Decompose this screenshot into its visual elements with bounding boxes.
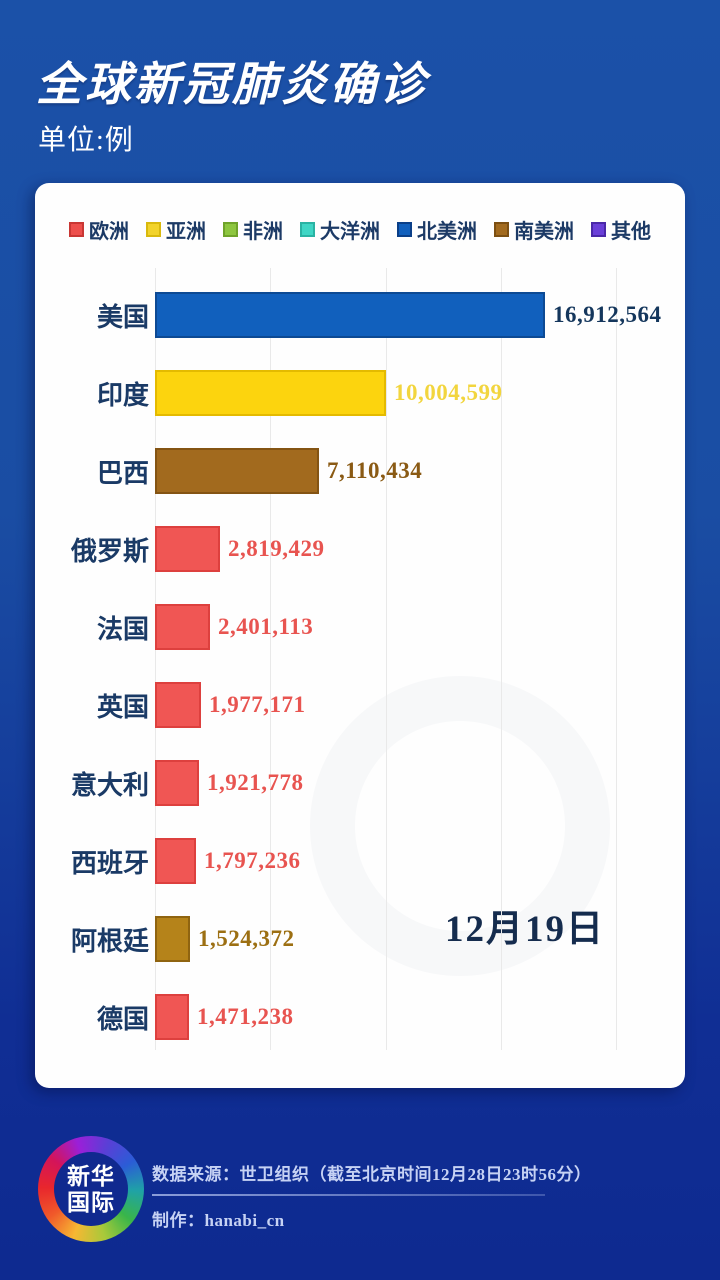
legend-item: 大洋洲 — [300, 215, 380, 244]
country-label: 印度 — [96, 380, 149, 410]
bar-area: 2,819,429 — [155, 526, 660, 572]
country-label: 阿根廷 — [70, 926, 149, 956]
logo-line-2: 国际 — [67, 1189, 115, 1215]
credit-text: 制作：hanabi_cn — [152, 1211, 285, 1230]
legend-item: 北美洲 — [397, 215, 477, 244]
bar — [155, 526, 220, 572]
legend-swatch-icon — [69, 221, 84, 237]
bar-value-label: 1,797,236 — [204, 848, 301, 873]
country-label: 巴西 — [96, 458, 149, 488]
bar — [155, 682, 201, 728]
legend-item-label: 大洋洲 — [320, 220, 380, 243]
gridline — [155, 268, 156, 1050]
xinhua-logo-text: 新华 国际 — [54, 1152, 128, 1226]
page-title: 全球新冠肺炎确诊 — [36, 58, 428, 110]
bar-chart: 12月19日 美国 16,912,564 印度 10,004,599 巴西 7,… — [60, 268, 662, 1056]
bar-row: 西班牙 1,797,236 — [60, 822, 660, 900]
bar-row: 印度 10,004,599 — [60, 354, 660, 432]
legend-item: 南美洲 — [494, 215, 574, 244]
bar-value-label: 7,110,434 — [327, 458, 423, 483]
bar — [155, 994, 189, 1040]
legend-item: 非洲 — [223, 215, 283, 244]
bar-value-label: 1,921,778 — [207, 770, 304, 795]
xinhua-logo-icon: 新华 国际 — [38, 1136, 144, 1242]
bar — [155, 370, 386, 416]
legend-swatch-icon — [146, 221, 161, 237]
unit-label: 单位:例 — [38, 125, 134, 156]
bar-value-label: 1,977,171 — [209, 692, 306, 717]
legend-item-label: 北美洲 — [417, 220, 477, 243]
bar-area: 1,977,171 — [155, 682, 660, 728]
bar-row: 德国 1,471,238 — [60, 978, 660, 1056]
legend-swatch-icon — [494, 221, 509, 237]
legend-item-label: 亚洲 — [166, 220, 206, 243]
country-label: 西班牙 — [70, 848, 149, 878]
data-source-text: 数据来源：世卫组织（截至北京时间12月28日23时56分） — [152, 1165, 592, 1184]
legend-swatch-icon — [397, 221, 412, 237]
country-label: 美国 — [96, 302, 149, 332]
footer-divider — [152, 1194, 545, 1196]
gridline — [501, 268, 502, 1050]
legend-item-label: 欧洲 — [89, 220, 129, 243]
bar-area: 16,912,564 — [155, 292, 662, 338]
legend-swatch-icon — [223, 221, 238, 237]
bar — [155, 916, 190, 962]
bar-area: 10,004,599 — [155, 370, 660, 416]
bar-area: 2,401,113 — [155, 604, 660, 650]
bar-value-label: 1,471,238 — [197, 1004, 294, 1029]
bar-row: 英国 1,977,171 — [60, 666, 660, 744]
chart-card: 欧洲 亚洲 非洲 大洋洲 北美洲 南美洲 其他 12月19日 美国 16,912… — [35, 183, 685, 1088]
legend: 欧洲 亚洲 非洲 大洋洲 北美洲 南美洲 其他 — [60, 215, 660, 244]
bar — [155, 292, 545, 338]
bar — [155, 838, 196, 884]
country-label: 俄罗斯 — [70, 536, 149, 566]
country-label: 德国 — [96, 1004, 149, 1034]
legend-swatch-icon — [300, 221, 315, 237]
country-label: 英国 — [96, 692, 149, 722]
legend-swatch-icon — [591, 221, 606, 237]
legend-item-label: 非洲 — [243, 220, 283, 243]
bar — [155, 760, 199, 806]
bar-value-label: 2,819,429 — [228, 536, 325, 561]
bar — [155, 604, 210, 650]
bar-row: 巴西 7,110,434 — [60, 432, 660, 510]
gridline — [386, 268, 387, 1050]
bar — [155, 448, 319, 494]
legend-item-label: 其他 — [611, 220, 651, 243]
gridline — [270, 268, 271, 1050]
bar-area: 1,524,372 — [155, 916, 660, 962]
bar-row: 意大利 1,921,778 — [60, 744, 660, 822]
logo-line-1: 新华 — [67, 1163, 115, 1189]
bar-value-label: 10,004,599 — [394, 380, 503, 405]
legend-item: 欧洲 — [69, 215, 129, 244]
bar-area: 1,797,236 — [155, 838, 660, 884]
country-label: 法国 — [96, 614, 149, 644]
chart-date-label: 12月19日 — [445, 909, 605, 950]
gridline — [616, 268, 617, 1050]
bar-row: 阿根廷 1,524,372 — [60, 900, 660, 978]
legend-item-label: 南美洲 — [514, 220, 574, 243]
legend-item: 其他 — [591, 215, 651, 244]
bar-value-label: 1,524,372 — [198, 926, 295, 951]
bar-area: 7,110,434 — [155, 448, 660, 494]
bar-area: 1,471,238 — [155, 994, 660, 1040]
bar-area: 1,921,778 — [155, 760, 660, 806]
footer: 数据来源：世卫组织（截至北京时间12月28日23时56分） 制作：hanabi_… — [152, 1160, 592, 1231]
bar-row: 法国 2,401,113 — [60, 588, 660, 666]
country-label: 意大利 — [70, 770, 149, 800]
bar-value-label: 16,912,564 — [553, 302, 662, 327]
bar-row: 美国 16,912,564 — [60, 276, 662, 354]
bar-row: 俄罗斯 2,819,429 — [60, 510, 660, 588]
bar-value-label: 2,401,113 — [218, 614, 314, 639]
legend-item: 亚洲 — [146, 215, 206, 244]
